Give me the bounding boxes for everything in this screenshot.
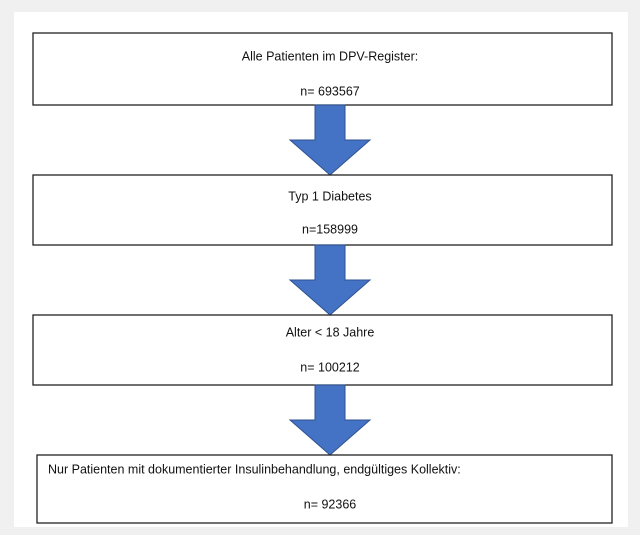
node-count: n=158999 — [302, 222, 358, 236]
node-label: Alle Patienten im DPV-Register: — [242, 49, 418, 63]
node-label: Alter < 18 Jahre — [286, 325, 375, 339]
box — [36, 454, 613, 524]
node-count: n= 693567 — [300, 84, 359, 98]
arrow — [288, 384, 372, 456]
box — [32, 32, 613, 106]
node-count: n= 100212 — [300, 360, 359, 374]
arrow — [288, 244, 372, 316]
arrow — [288, 104, 372, 176]
node-count: n= 92366 — [304, 497, 357, 511]
node-label: Nur Patienten mit dokumentierter Insulin… — [48, 462, 461, 476]
box — [32, 314, 613, 386]
node-label: Typ 1 Diabetes — [288, 189, 371, 203]
